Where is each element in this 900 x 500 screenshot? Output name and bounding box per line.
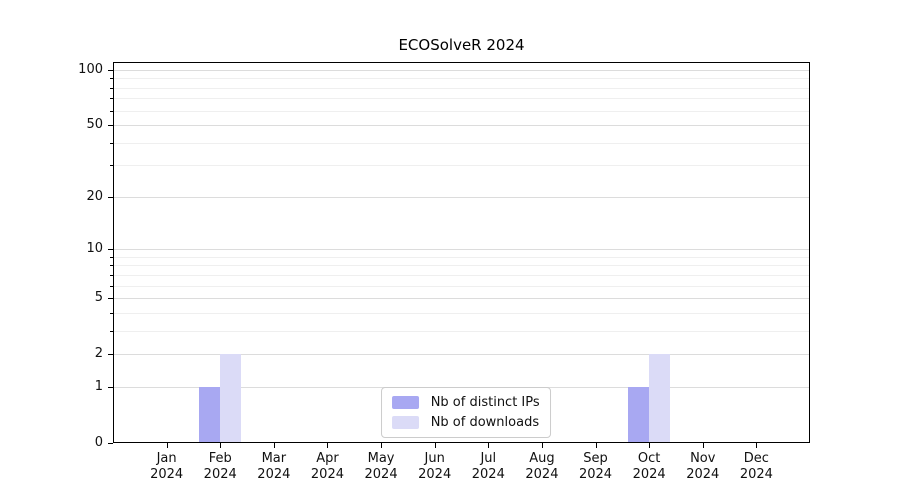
y-minor-tick-mark (110, 78, 113, 80)
gridline-minor (113, 285, 810, 287)
gridline-major (113, 298, 810, 300)
legend-label-distinct-ips: Nb of distinct IPs (430, 395, 540, 410)
x-tick-mark (327, 443, 329, 448)
x-tick-mark (756, 443, 758, 448)
bar-distinct-ips (199, 386, 221, 443)
y-tick-mark (108, 386, 113, 388)
gridline-minor (113, 165, 810, 167)
x-tick-mark (273, 443, 275, 448)
gridline-major (113, 70, 810, 71)
bar-downloads (220, 354, 242, 443)
y-minor-tick-mark (110, 87, 113, 89)
gridline-minor (113, 98, 810, 100)
x-tick-label: Nov 2024 (686, 451, 720, 482)
y-tick-mark (108, 70, 113, 71)
bar-downloads (649, 354, 671, 443)
x-tick-mark (434, 443, 436, 448)
legend: Nb of distinct IPs Nb of downloads (380, 387, 551, 438)
gridline-minor (113, 256, 810, 258)
y-tick-mark (108, 249, 113, 251)
x-tick-label: Jun 2024 (418, 451, 452, 482)
gridline-minor (113, 78, 810, 80)
x-tick-mark (649, 443, 651, 448)
x-tick-label: Oct 2024 (632, 451, 666, 482)
x-tick-mark (541, 443, 543, 448)
gridline-major (113, 125, 810, 127)
y-tick-label: 20 (86, 188, 103, 204)
x-tick-mark (595, 443, 597, 448)
gridline-minor (113, 142, 810, 144)
y-minor-tick-mark (110, 165, 113, 167)
legend-label-downloads: Nb of downloads (430, 415, 540, 430)
y-tick-label: 2 (94, 346, 103, 362)
x-tick-label: Sep 2024 (578, 451, 613, 482)
y-tick-mark (108, 354, 113, 356)
legend-item-downloads: Nb of downloads (391, 415, 540, 430)
x-tick-label: Dec 2024 (739, 451, 773, 482)
gridline-minor (113, 274, 810, 276)
y-tick-label: 50 (86, 117, 103, 133)
y-tick-mark (108, 196, 113, 198)
gridline-minor (113, 110, 810, 112)
x-tick-mark (166, 443, 168, 448)
y-tick-label: 100 (78, 62, 103, 77)
x-tick-mark (488, 443, 490, 448)
x-tick-label: Jan 2024 (150, 451, 184, 482)
y-tick-mark (108, 443, 113, 444)
y-tick-label: 1 (94, 378, 103, 394)
plot-area: Nb of distinct IPs Nb of downloads (113, 62, 810, 443)
x-tick-mark (702, 443, 704, 448)
gridline-minor (113, 87, 810, 89)
x-tick-label: Apr 2024 (310, 451, 344, 482)
legend-swatch-downloads (391, 416, 419, 429)
legend-item-distinct-ips: Nb of distinct IPs (391, 395, 540, 410)
x-tick-label: Feb 2024 (203, 451, 237, 482)
x-tick-label: Jul 2024 (471, 451, 505, 482)
y-tick-label: 5 (94, 290, 103, 306)
y-tick-label: 10 (86, 241, 103, 257)
y-minor-tick-mark (110, 142, 113, 144)
gridline-minor (113, 330, 810, 332)
chart-title: ECOSolveR 2024 (398, 36, 525, 54)
gridline-major (113, 354, 810, 356)
x-tick-mark (220, 443, 222, 448)
y-minor-tick-mark (110, 312, 113, 314)
gridline-minor (113, 265, 810, 267)
y-minor-tick-mark (110, 110, 113, 112)
y-minor-tick-mark (110, 274, 113, 276)
y-minor-tick-mark (110, 98, 113, 100)
y-minor-tick-mark (110, 285, 113, 287)
y-minor-tick-mark (110, 330, 113, 332)
x-tick-label: Aug 2024 (525, 451, 559, 482)
gridline-minor (113, 312, 810, 314)
gridline-major (113, 249, 810, 251)
bar-distinct-ips (628, 386, 650, 443)
gridline-major (113, 196, 810, 198)
y-tick-label: 0 (94, 435, 103, 450)
y-tick-mark (108, 125, 113, 127)
y-minor-tick-mark (110, 265, 113, 267)
legend-swatch-distinct-ips (391, 396, 419, 409)
x-tick-label: Mar 2024 (257, 451, 291, 482)
y-minor-tick-mark (110, 256, 113, 258)
x-tick-label: May 2024 (364, 451, 398, 482)
x-tick-mark (381, 443, 383, 448)
y-tick-mark (108, 298, 113, 300)
